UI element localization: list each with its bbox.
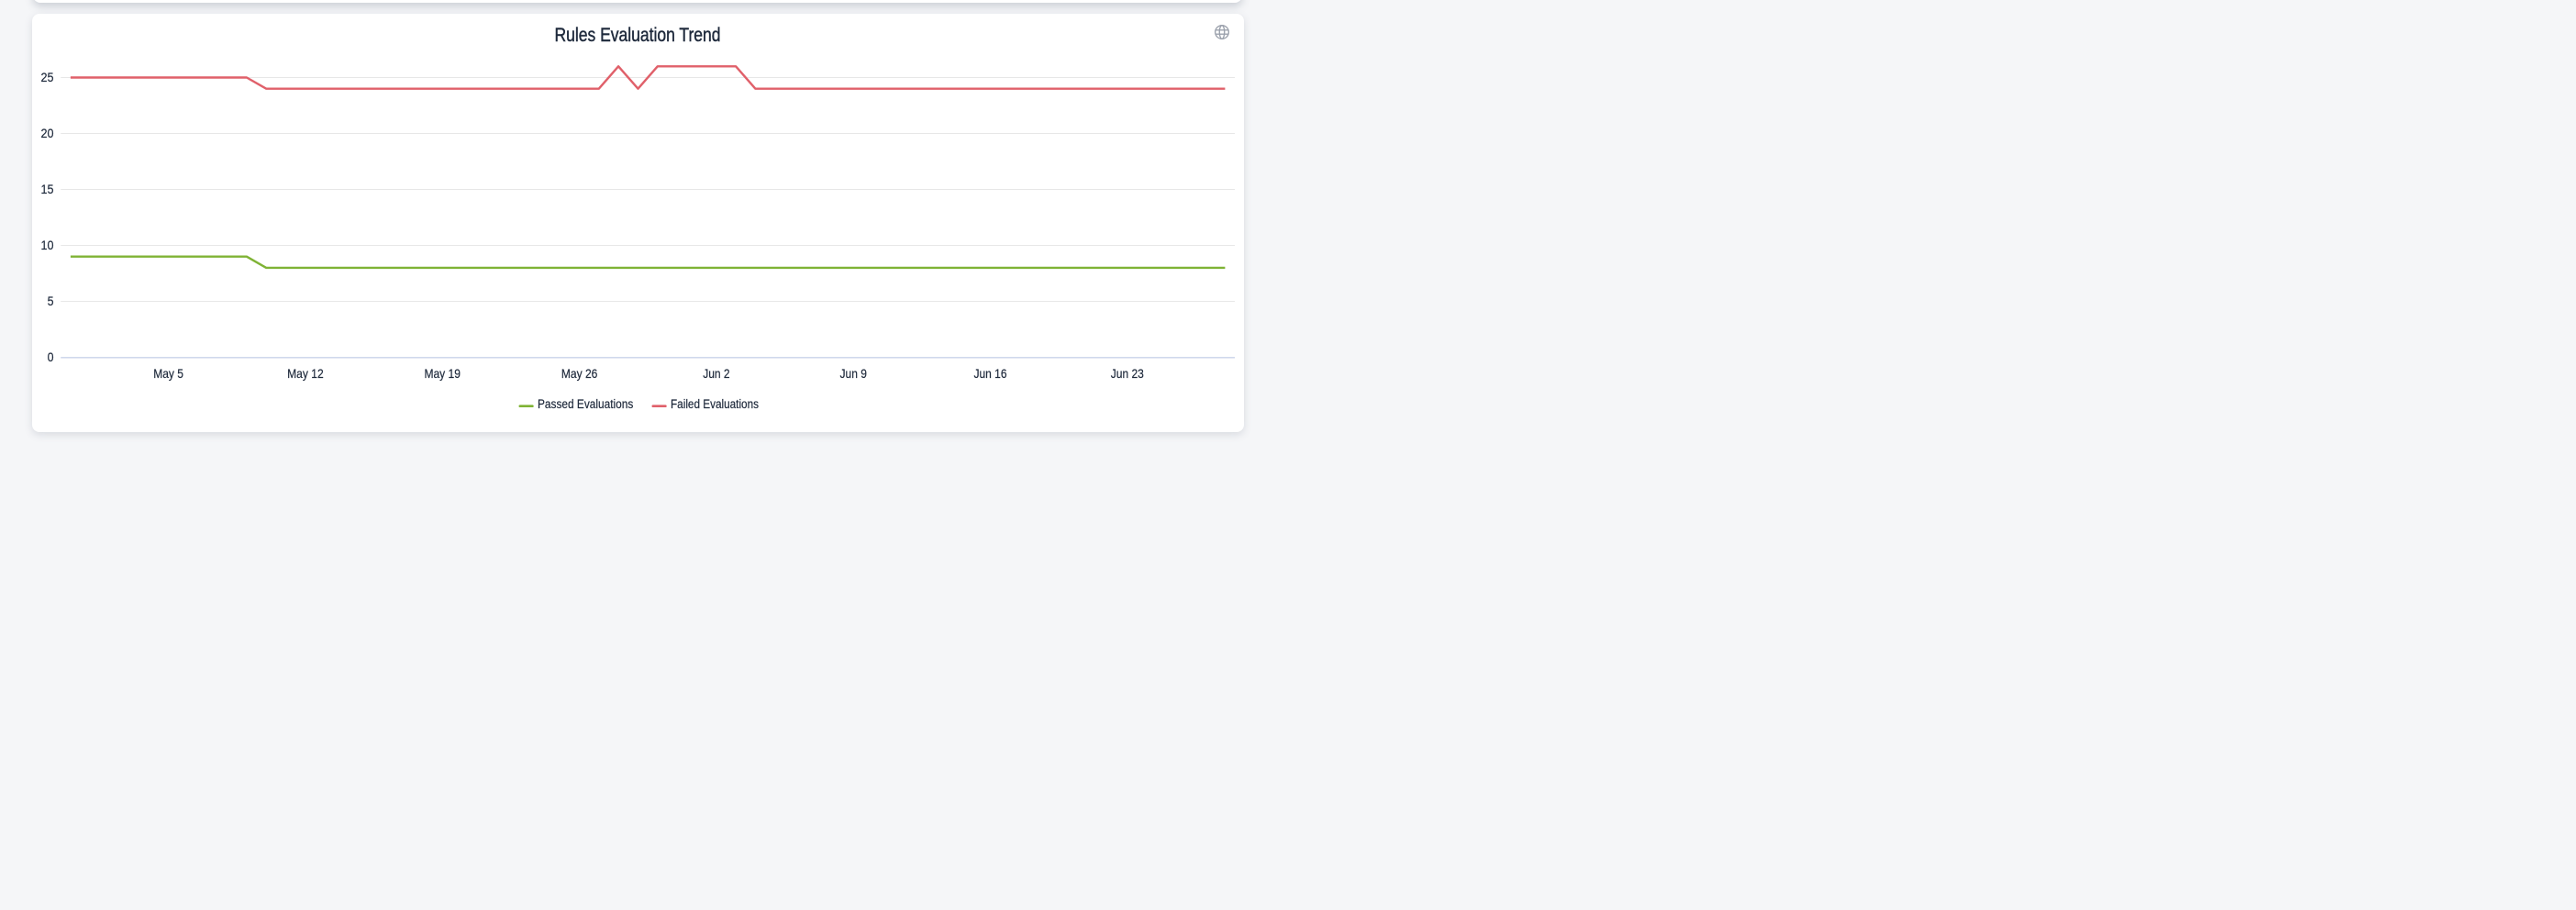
svg-text:Jun 9: Jun 9: [840, 367, 867, 381]
svg-text:Jun 23: Jun 23: [1111, 367, 1144, 381]
svg-text:Jun 2: Jun 2: [703, 367, 729, 381]
svg-text:Failed Evaluations: Failed Evaluations: [671, 397, 759, 411]
svg-text:5: 5: [48, 294, 54, 308]
svg-text:25: 25: [41, 71, 54, 84]
svg-text:20: 20: [41, 127, 54, 140]
svg-text:Rules Evaluation Trend: Rules Evaluation Trend: [555, 25, 721, 46]
svg-text:15: 15: [41, 183, 54, 196]
svg-text:May 19: May 19: [424, 367, 461, 381]
svg-text:May 5: May 5: [153, 367, 183, 381]
svg-text:Passed Evaluations: Passed Evaluations: [538, 397, 634, 411]
svg-text:0: 0: [48, 350, 54, 364]
svg-text:Jun 16: Jun 16: [973, 367, 1006, 381]
svg-text:10: 10: [41, 239, 54, 252]
svg-text:May 12: May 12: [287, 367, 324, 381]
svg-text:May 26: May 26: [561, 367, 598, 381]
